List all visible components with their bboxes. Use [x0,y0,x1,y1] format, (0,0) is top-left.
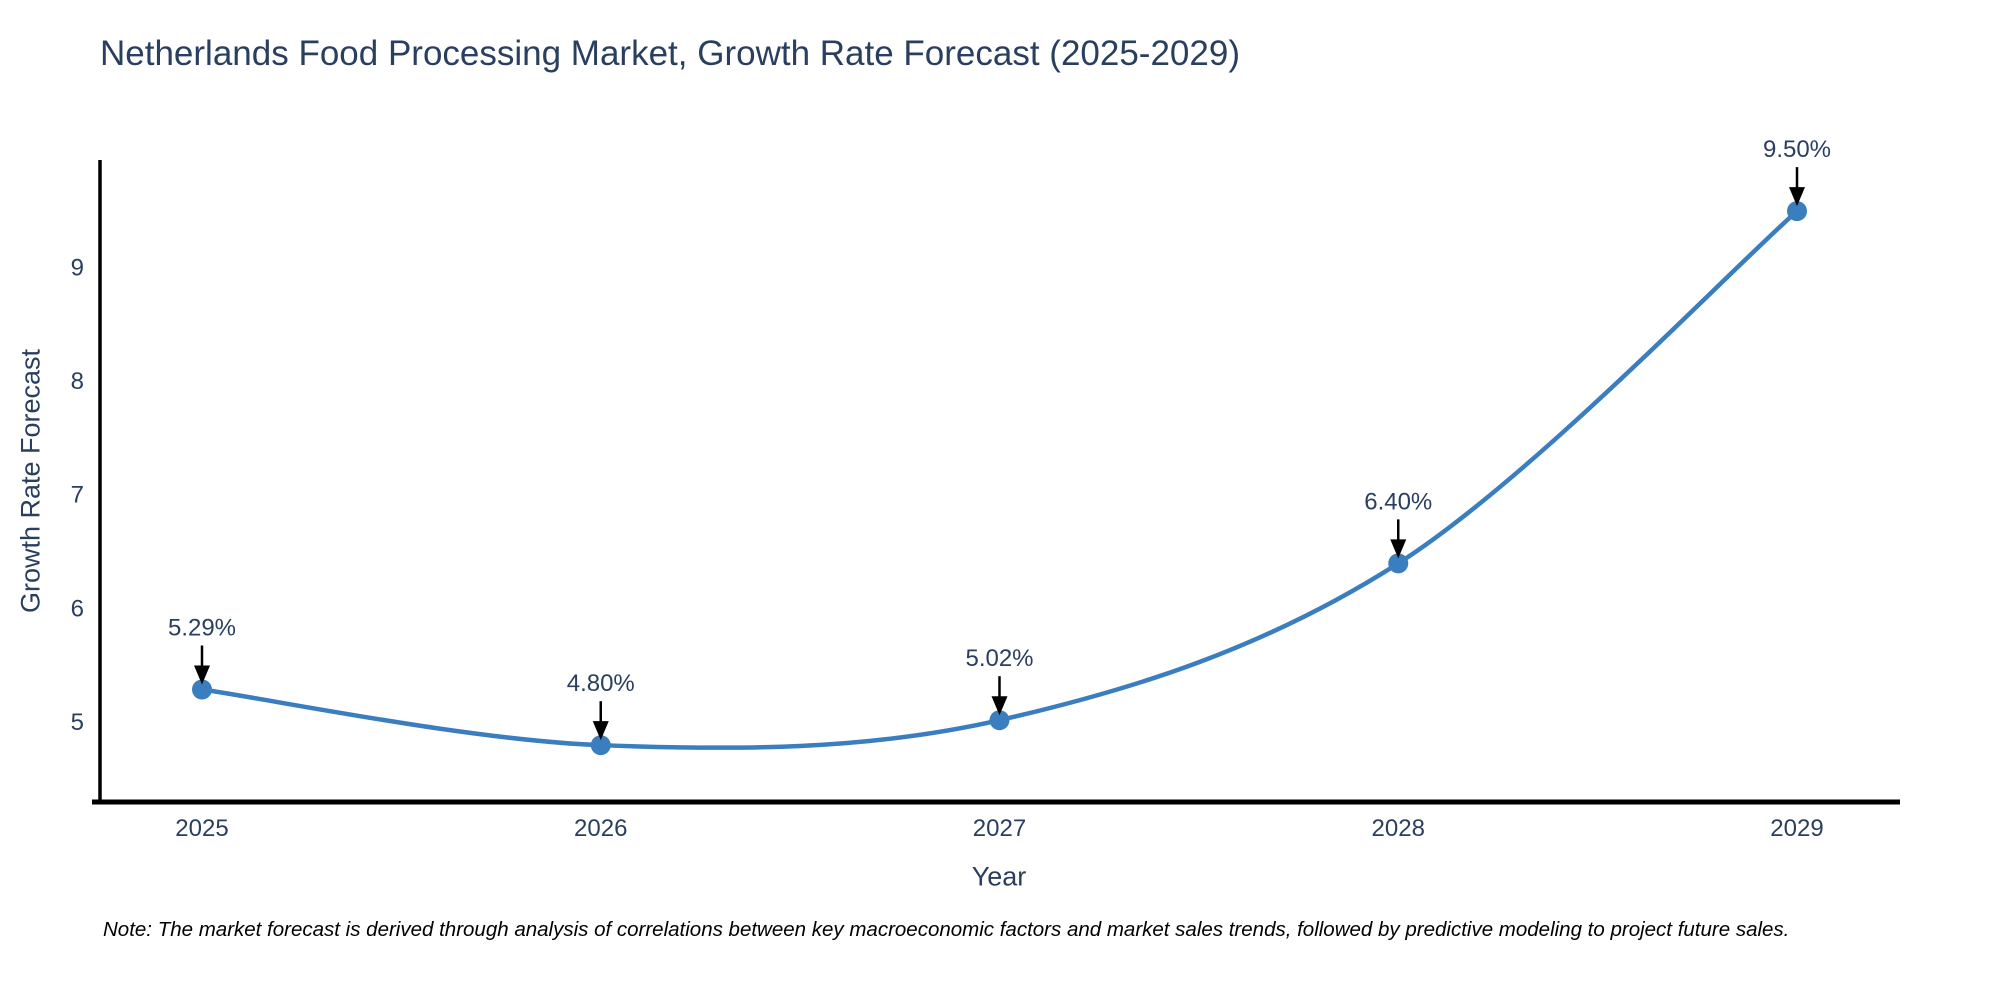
y-tick-label: 8 [71,368,84,395]
point-annotation-label: 5.02% [965,645,1033,672]
data-point-marker [989,710,1010,731]
data-point-marker [1388,553,1409,574]
point-annotation-label: 9.50% [1763,136,1831,163]
y-tick-label: 7 [71,482,84,509]
annotation-arrowhead [592,721,609,741]
x-tick-label: 2028 [1372,815,1425,842]
point-annotation-label: 6.40% [1364,488,1432,515]
x-tick-label: 2025 [175,815,228,842]
y-tick-label: 5 [71,709,84,736]
annotation-arrowhead [1390,539,1407,559]
point-annotation-label: 5.29% [168,615,236,642]
data-point-marker [590,735,611,756]
x-axis-title: Year [971,861,1027,892]
annotation-arrowhead [991,696,1008,716]
chart-title: Netherlands Food Processing Market, Grow… [100,34,1240,73]
x-tick-label: 2027 [973,815,1026,842]
point-annotation-label: 4.80% [567,670,635,697]
footnote: Note: The market forecast is derived thr… [103,918,1790,941]
x-tick-label: 2026 [574,815,627,842]
y-tick-label: 6 [71,595,84,622]
annotation-arrowhead [194,665,210,685]
y-tick-label: 9 [71,254,84,281]
x-tick-label: 2029 [1770,815,1823,842]
data-point-marker [192,679,212,700]
data-point-marker [1787,201,1807,222]
annotation-arrowhead [1789,187,1805,207]
